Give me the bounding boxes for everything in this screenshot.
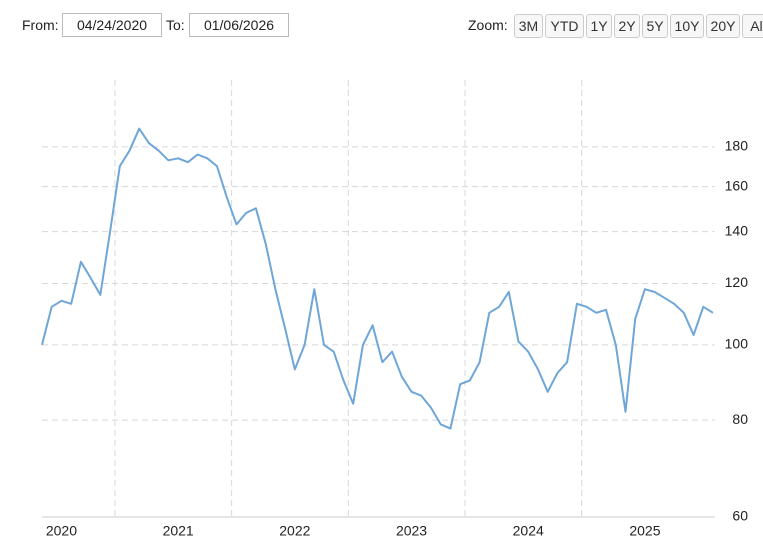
to-input[interactable]: 01/06/2026 bbox=[189, 13, 289, 37]
zoom-button[interactable]: 1Y bbox=[586, 14, 612, 38]
x-tick-label: 2020 bbox=[46, 523, 77, 539]
zoom-button[interactable]: 3M bbox=[514, 14, 543, 38]
y-tick-label: 160 bbox=[725, 177, 749, 193]
price-line bbox=[41, 127, 714, 430]
y-tick-label: 180 bbox=[725, 138, 749, 154]
y-tick-label: 60 bbox=[732, 508, 748, 524]
zoom-button[interactable]: 10Y bbox=[670, 14, 704, 38]
y-tick-label: 120 bbox=[725, 274, 749, 290]
zoom-button[interactable]: 2Y bbox=[614, 14, 640, 38]
from-label: From: bbox=[22, 17, 59, 33]
x-tick-label: 2021 bbox=[163, 523, 194, 539]
x-tick-label: 2022 bbox=[279, 523, 310, 539]
zoom-button[interactable]: YTD bbox=[545, 14, 584, 38]
to-label: To: bbox=[166, 17, 185, 33]
zoom-button[interactable]: All bbox=[742, 14, 763, 38]
x-tick-label: 2025 bbox=[629, 523, 660, 539]
zoom-button[interactable]: 20Y bbox=[706, 14, 740, 38]
y-tick-label: 100 bbox=[725, 336, 749, 352]
y-tick-label: 140 bbox=[725, 222, 749, 238]
y-tick-label: 80 bbox=[732, 411, 748, 427]
x-tick-label: 2024 bbox=[513, 523, 544, 539]
zoom-button[interactable]: 5Y bbox=[642, 14, 668, 38]
from-input[interactable]: 04/24/2020 bbox=[62, 13, 162, 37]
zoom-label: Zoom: bbox=[468, 17, 508, 33]
x-tick-label: 2023 bbox=[396, 523, 427, 539]
